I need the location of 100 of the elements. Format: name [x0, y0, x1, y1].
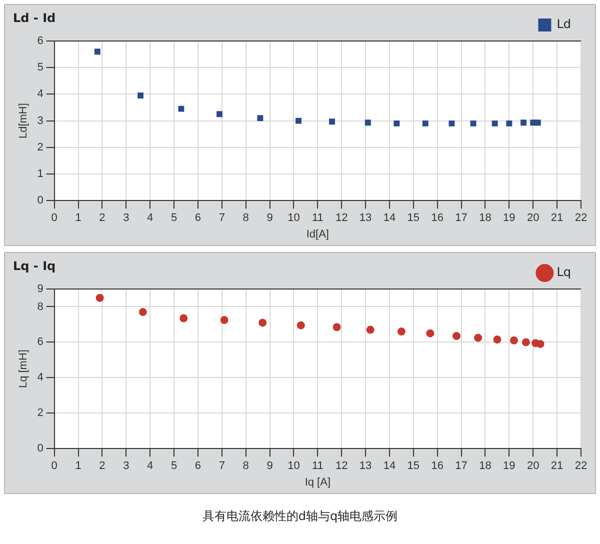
- x-tick-label: 16: [431, 460, 444, 472]
- x-tick-label: 4: [147, 460, 154, 472]
- x-tick-label: 4: [147, 212, 154, 224]
- point: [394, 120, 400, 126]
- x-tick-label: 2: [99, 212, 106, 224]
- x-tick-label: 8: [242, 460, 249, 472]
- x-tick-label: 9: [266, 212, 273, 224]
- legend-label: Lq: [556, 265, 572, 280]
- point: [332, 323, 341, 332]
- x-tick-label: 6: [194, 460, 202, 472]
- x-tick-label: 22: [574, 212, 588, 224]
- x-tick-label: 1: [75, 460, 82, 472]
- y-axis-title: Lq [mH]: [18, 350, 30, 388]
- x-tick-label: 22: [574, 460, 588, 472]
- x-tick-label: 15: [407, 460, 420, 472]
- x-tick-label: 13: [359, 212, 372, 224]
- x-tick-label: 3: [123, 460, 130, 472]
- text: 具有电流依赖性的d轴与q轴电感示例: [201, 508, 399, 525]
- point: [138, 308, 147, 316]
- x-tick-label: 13: [359, 460, 372, 472]
- point: [422, 120, 428, 126]
- x-tick-label: 19: [503, 212, 516, 224]
- y-tick-label: 3: [37, 114, 44, 127]
- y-tick-label: 6: [37, 336, 44, 348]
- point: [94, 48, 100, 55]
- point: [96, 294, 104, 302]
- x-tick-label: 19: [503, 460, 516, 472]
- legend-label: Ld: [556, 17, 572, 32]
- x-tick-label: 21: [550, 460, 564, 472]
- x-tick-label: 14: [383, 460, 396, 472]
- x-tick-label: 20: [526, 212, 540, 224]
- y-axis-title: Ld[mH]: [18, 103, 30, 139]
- x-tick-label: 11: [312, 460, 324, 472]
- x-tick-label: 18: [479, 212, 492, 224]
- point: [492, 120, 498, 126]
- y-tick-label: 4: [37, 88, 44, 100]
- y-tick-label: 9: [37, 283, 44, 296]
- y-tick-label: 5: [37, 62, 44, 74]
- y-tick-label: 6: [37, 35, 44, 48]
- x-tick-label: 5: [170, 212, 178, 224]
- point: [510, 336, 518, 344]
- y-tick-label: 2: [37, 407, 44, 420]
- x-tick-label: 3: [123, 212, 130, 224]
- x-tick-label: 10: [288, 460, 300, 472]
- x-tick-label: 17: [455, 460, 468, 472]
- x-tick-label: 9: [266, 460, 273, 472]
- x-tick-label: 6: [194, 212, 202, 224]
- point: [534, 120, 541, 126]
- x-tick-label: 16: [431, 212, 444, 224]
- point: [257, 115, 264, 122]
- x-axis-title: Id[A]: [306, 228, 329, 240]
- y-tick-label: 1: [37, 168, 44, 180]
- x-tick-label: 8: [242, 212, 249, 224]
- x-tick-label: 0: [51, 212, 58, 224]
- chart-title: Lq - Iq: [13, 259, 56, 273]
- x-tick-label: 12: [335, 460, 348, 472]
- x-tick-label: 17: [455, 212, 468, 224]
- x-tick-label: 12: [335, 212, 348, 224]
- y-tick-label: 8: [37, 300, 44, 313]
- x-tick-label: 7: [218, 460, 225, 472]
- point: [296, 118, 302, 124]
- point: [448, 120, 455, 126]
- point: [397, 328, 406, 336]
- x-tick-label: 18: [479, 460, 492, 472]
- y-tick-label: 0: [37, 442, 44, 455]
- point: [296, 321, 305, 330]
- point: [138, 92, 144, 99]
- point: [258, 318, 267, 327]
- point: [506, 120, 512, 126]
- point: [520, 120, 527, 126]
- x-tick-label: 0: [51, 460, 58, 472]
- x-tick-label: 5: [170, 460, 178, 472]
- point: [522, 338, 530, 346]
- point: [180, 314, 188, 322]
- x-tick-label: 20: [526, 460, 540, 472]
- point: [220, 316, 228, 324]
- point: [452, 332, 461, 340]
- x-tick-label: 2: [99, 460, 106, 472]
- y-tick-label: 0: [37, 194, 44, 207]
- point: [493, 336, 502, 344]
- point: [366, 326, 374, 334]
- x-tick-label: 10: [288, 212, 300, 224]
- chart-title: Ld - Id: [13, 11, 56, 25]
- point: [536, 340, 544, 348]
- point: [470, 120, 476, 126]
- x-tick-label: 15: [407, 212, 420, 224]
- point: [364, 120, 371, 126]
- x-tick-label: 7: [218, 212, 225, 224]
- x-tick-label: 1: [75, 212, 82, 224]
- y-tick-label: 4: [37, 372, 44, 384]
- point: [426, 329, 434, 338]
- point: [216, 111, 222, 118]
- y-tick-label: 2: [37, 141, 44, 154]
- x-tick-label: 21: [550, 212, 564, 224]
- x-axis-title: Iq [A]: [304, 476, 331, 488]
- point: [178, 106, 184, 112]
- point: [329, 118, 335, 125]
- x-tick-label: 11: [312, 212, 324, 224]
- point: [474, 334, 482, 342]
- x-tick-label: 14: [383, 212, 396, 224]
